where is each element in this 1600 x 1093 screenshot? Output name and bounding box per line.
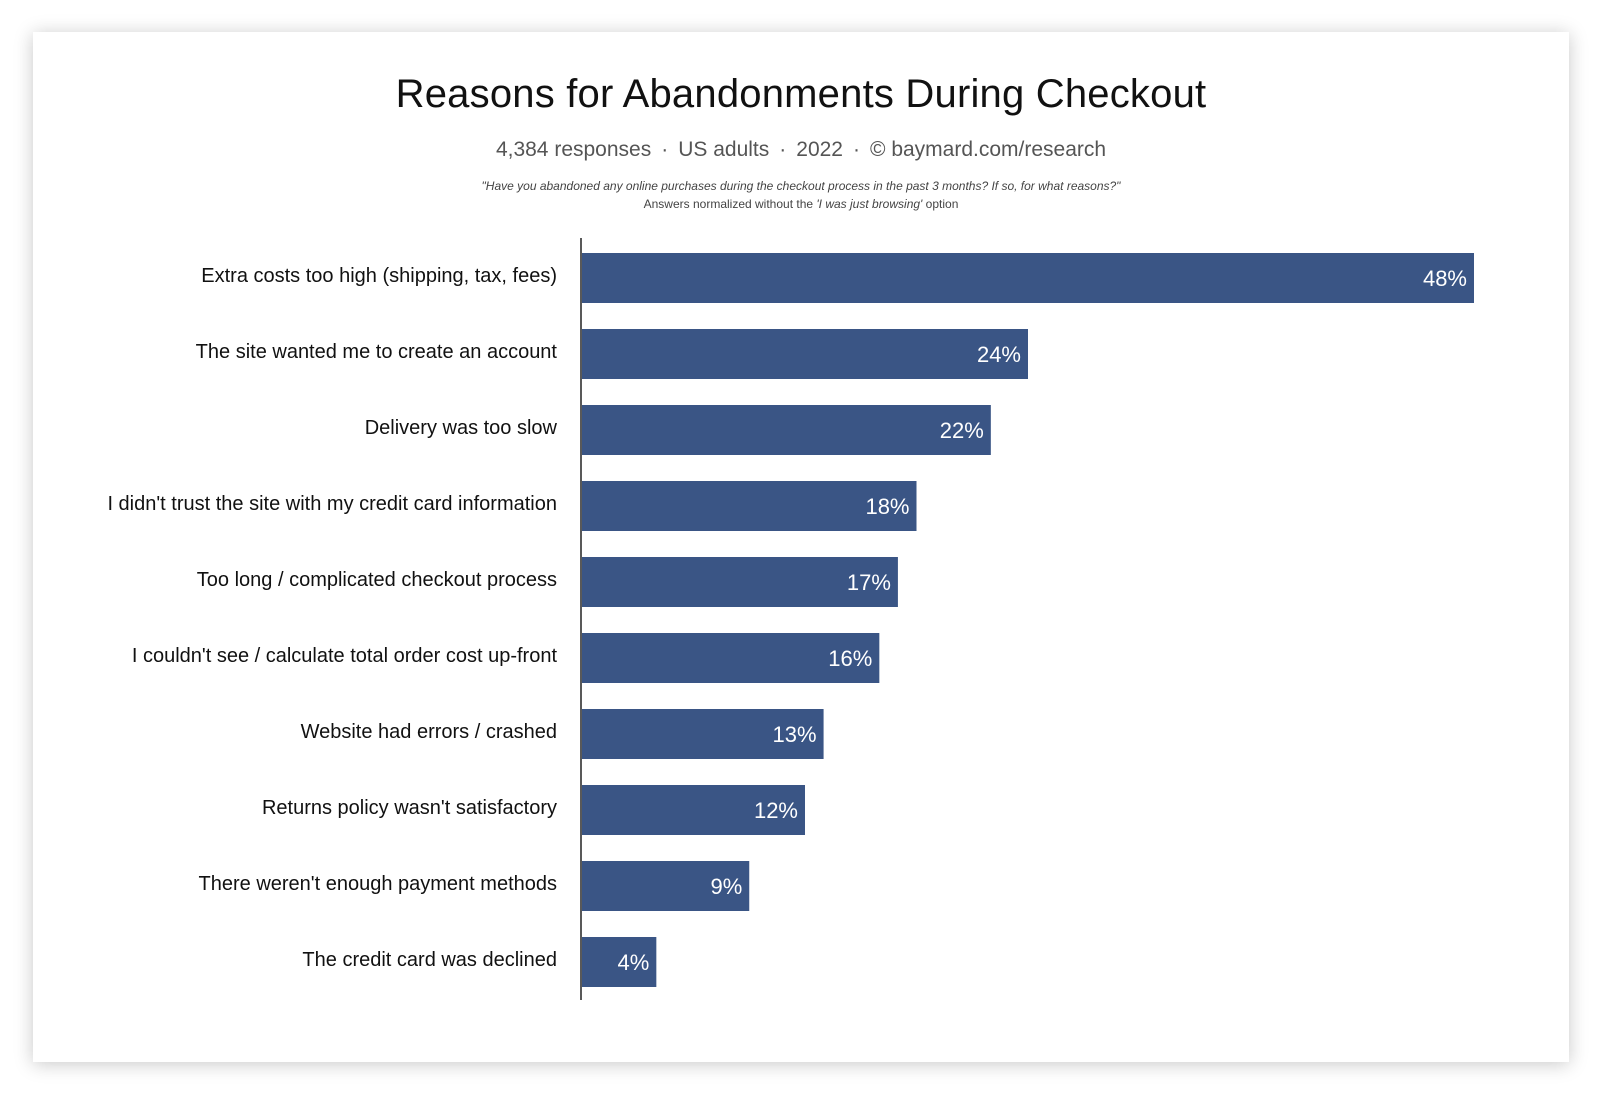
note-prefix: Answers normalized without the: [643, 197, 817, 211]
category-label: There weren't enough payment methods: [199, 873, 557, 895]
bar-value-label: 24%: [977, 342, 1021, 367]
bar-value-label: 17%: [847, 570, 891, 595]
bar: [582, 785, 805, 835]
bar-value-label: 12%: [754, 798, 798, 823]
bar-value-label: 18%: [865, 494, 909, 519]
bar: [582, 709, 824, 759]
chart-title: Reasons for Abandonments During Checkout: [395, 72, 1207, 116]
bar-value-label: 4%: [618, 950, 650, 975]
category-label: I didn't trust the site with my credit c…: [107, 493, 557, 515]
survey-question: "Have you abandoned any online purchases…: [481, 179, 1121, 193]
note-emphasis: 'I was just browsing': [816, 197, 923, 211]
separator: ·: [779, 138, 787, 161]
bar: [582, 633, 880, 683]
category-label: Extra costs too high (shipping, tax, fee…: [201, 265, 557, 287]
source-link: baymard.com/research: [891, 138, 1107, 161]
category-label: The credit card was declined: [302, 949, 557, 971]
bar: [582, 481, 917, 531]
category-label: Returns policy wasn't satisfactory: [262, 797, 557, 819]
responses-count: 4,384 responses: [495, 138, 652, 161]
bar: [582, 861, 750, 911]
audience: US adults: [678, 138, 770, 161]
normalization-note: Answers normalized without the 'I was ju…: [33, 197, 1569, 211]
bar-value-label: 9%: [710, 874, 742, 899]
survey-year: 2022: [796, 138, 843, 161]
bar-value-label: 22%: [940, 418, 984, 443]
category-label: Website had errors / crashed: [301, 721, 557, 743]
chart-card: Reasons for Abandonments During Checkout…: [33, 32, 1569, 1062]
category-label: Delivery was too slow: [365, 417, 558, 439]
category-label: I couldn't see / calculate total order c…: [132, 645, 558, 667]
bar: [582, 405, 991, 455]
category-label: The site wanted me to create an account: [196, 341, 558, 363]
chart-subtitle: 4,384 responses · US adults · 2022 · © baymard…: [33, 138, 1569, 162]
bar-chart: 48% Extra costs too high (shipping, tax, …: [107, 238, 1474, 1000]
bar: [582, 937, 657, 987]
category-label: Too long / complicated checkout process: [197, 569, 557, 591]
note-suffix: option: [922, 197, 959, 211]
bar: [582, 557, 898, 607]
bar: [582, 329, 1028, 379]
separator: ·: [852, 138, 860, 161]
bar-value-label: 13%: [773, 722, 817, 747]
bar-value-label: 48%: [1423, 266, 1467, 291]
bar-value-label: 16%: [828, 646, 872, 671]
bar: [582, 253, 1474, 303]
separator: ·: [661, 138, 669, 161]
copyright-icon: ©: [869, 138, 886, 161]
